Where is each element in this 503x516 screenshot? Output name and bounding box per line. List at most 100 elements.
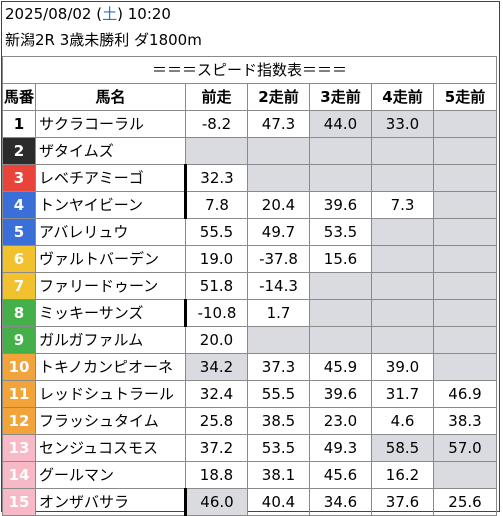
speed-index-cell: 7.3 bbox=[371, 191, 434, 219]
speed-index-cell: 18.8 bbox=[185, 461, 248, 489]
speed-index-cell: 57.0 bbox=[433, 434, 497, 462]
speed-index-cell bbox=[309, 299, 372, 327]
speed-index-cell: 46.0 bbox=[184, 488, 248, 516]
speed-index-cell bbox=[371, 299, 434, 327]
speed-index-cell: -14.3 bbox=[247, 272, 310, 300]
speed-index-cell bbox=[433, 461, 497, 489]
col-header-number: 馬番 bbox=[2, 83, 36, 111]
horse-number: 8 bbox=[2, 299, 36, 327]
speed-index-cell bbox=[433, 353, 497, 381]
speed-index-cell: 32.4 bbox=[185, 380, 248, 408]
table-row: 6 ヴァルトバーデン 19.0 -37.8 15.6 bbox=[2, 245, 497, 273]
horse-name: センジュコスモス bbox=[35, 434, 186, 462]
race-day-of-week: 土 bbox=[102, 5, 118, 23]
horse-name: レベチアミーゴ bbox=[35, 164, 186, 192]
speed-index-cell bbox=[433, 245, 497, 273]
table-row: 15 オンザバサラ 46.0 40.4 34.6 37.6 25.6 bbox=[2, 488, 497, 516]
horse-number: 4 bbox=[2, 191, 36, 219]
table-row: 12 フラッシュタイム 25.8 38.5 23.0 4.6 38.3 bbox=[2, 407, 497, 435]
col-header-2prev: 2走前 bbox=[247, 83, 310, 111]
speed-index-cell bbox=[371, 272, 434, 300]
speed-index-cell: -8.2 bbox=[185, 110, 248, 138]
speed-index-cell bbox=[309, 326, 372, 354]
speed-index-cell: 25.8 bbox=[185, 407, 248, 435]
speed-index-cell: 32.3 bbox=[184, 164, 248, 192]
speed-index-cell: 33.0 bbox=[371, 110, 434, 138]
speed-index-cell: 44.0 bbox=[309, 110, 372, 138]
speed-index-cell: 7.8 bbox=[184, 191, 248, 219]
horse-number: 13 bbox=[2, 434, 36, 462]
table-row: 8 ミッキーサンズ -10.8 1.7 bbox=[2, 299, 497, 327]
table-row: 2 ザタイムズ bbox=[2, 137, 497, 165]
col-header-5prev: 5走前 bbox=[433, 83, 497, 111]
horse-name: トンヤイビーン bbox=[35, 191, 186, 219]
column-header-row: 馬番 馬名 前走 2走前 3走前 4走前 5走前 bbox=[2, 83, 497, 111]
speed-index-cell bbox=[309, 272, 372, 300]
speed-index-cell bbox=[247, 137, 310, 165]
horse-number: 1 bbox=[2, 110, 36, 138]
speed-index-cell: -37.8 bbox=[247, 245, 310, 273]
speed-index-cell: -10.8 bbox=[184, 299, 248, 327]
speed-index-cell: 53.5 bbox=[247, 434, 310, 462]
speed-index-cell bbox=[185, 137, 248, 165]
table-banner-row: ＝＝＝スピード指数表＝＝＝ bbox=[2, 56, 497, 84]
table-row: 5 アバレリュウ 55.5 49.7 53.5 bbox=[2, 218, 497, 246]
horse-number: 15 bbox=[2, 488, 36, 516]
horse-number: 14 bbox=[2, 461, 36, 489]
horse-name: トキノカンピオーネ bbox=[35, 353, 186, 381]
speed-index-cell bbox=[309, 164, 372, 192]
speed-index-cell: 49.7 bbox=[247, 218, 310, 246]
horse-name: ファリードゥーン bbox=[35, 272, 186, 300]
horse-number: 12 bbox=[2, 407, 36, 435]
speed-index-table: ＝＝＝スピード指数表＝＝＝ 馬番 馬名 前走 2走前 3走前 4走前 5走前 1… bbox=[2, 56, 497, 516]
speed-index-cell: 34.6 bbox=[309, 488, 372, 516]
col-header-4prev: 4走前 bbox=[371, 83, 434, 111]
speed-index-cell bbox=[433, 218, 497, 246]
horse-number: 5 bbox=[2, 218, 36, 246]
speed-index-cell bbox=[247, 326, 310, 354]
speed-index-cell: 16.2 bbox=[371, 461, 434, 489]
table-row: 10 トキノカンピオーネ 34.2 37.3 45.9 39.0 bbox=[2, 353, 497, 381]
horse-name: ガルガファルム bbox=[35, 326, 186, 354]
speed-index-cell bbox=[433, 272, 497, 300]
horse-number: 10 bbox=[2, 353, 36, 381]
table-row: 9 ガルガファルム 20.0 bbox=[2, 326, 497, 354]
horse-name: グールマン bbox=[35, 461, 186, 489]
speed-index-cell: 19.0 bbox=[185, 245, 248, 273]
race-info: 新潟2R 3歳未勝利 ダ1800m bbox=[5, 31, 202, 49]
table-row: 13 センジュコスモス 37.2 53.5 49.3 58.5 57.0 bbox=[2, 434, 497, 462]
horse-name: アバレリュウ bbox=[35, 218, 186, 246]
speed-index-cell bbox=[371, 137, 434, 165]
speed-index-cell bbox=[371, 245, 434, 273]
speed-index-cell bbox=[247, 164, 310, 192]
horse-number: 6 bbox=[2, 245, 36, 273]
horse-number: 9 bbox=[2, 326, 36, 354]
speed-index-cell: 4.6 bbox=[371, 407, 434, 435]
table-row: 3 レベチアミーゴ 32.3 bbox=[2, 164, 497, 192]
speed-index-cell: 40.4 bbox=[247, 488, 310, 516]
speed-index-cell: 45.9 bbox=[309, 353, 372, 381]
speed-index-cell: 47.3 bbox=[247, 110, 310, 138]
horse-number: 11 bbox=[2, 380, 36, 408]
speed-index-cell: 34.2 bbox=[185, 353, 248, 381]
speed-index-cell bbox=[433, 137, 497, 165]
horse-name: ヴァルトバーデン bbox=[35, 245, 186, 273]
horse-name: レッドシュトラール bbox=[35, 380, 186, 408]
table-row: 14 グールマン 18.8 38.1 45.6 16.2 bbox=[2, 461, 497, 489]
speed-index-cell: 45.6 bbox=[309, 461, 372, 489]
speed-index-cell: 20.0 bbox=[185, 326, 248, 354]
speed-index-cell: 55.5 bbox=[247, 380, 310, 408]
speed-index-cell bbox=[433, 326, 497, 354]
horse-number: 7 bbox=[2, 272, 36, 300]
speed-index-cell: 38.1 bbox=[247, 461, 310, 489]
race-datetime: 2025/08/02 (土) 10:20 bbox=[5, 5, 171, 23]
speed-index-cell bbox=[433, 299, 497, 327]
speed-index-cell: 1.7 bbox=[247, 299, 310, 327]
horse-name: サクラコーラル bbox=[35, 110, 186, 138]
speed-index-cell: 55.5 bbox=[185, 218, 248, 246]
speed-index-cell: 31.7 bbox=[371, 380, 434, 408]
horse-name: ザタイムズ bbox=[35, 137, 186, 165]
speed-index-cell: 15.6 bbox=[309, 245, 372, 273]
speed-index-cell: 39.6 bbox=[309, 380, 372, 408]
speed-index-cell bbox=[371, 326, 434, 354]
